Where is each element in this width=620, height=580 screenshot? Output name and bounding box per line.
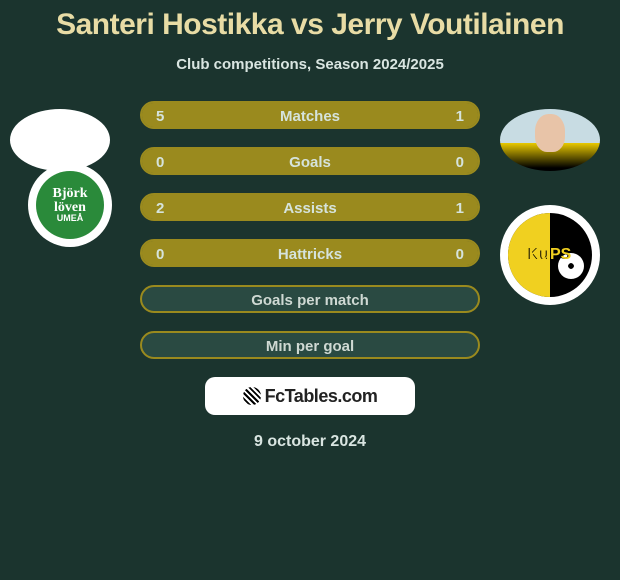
site-name: FcTables.com — [265, 386, 378, 407]
stat-bars: 51Matches 00Goals 21Assists 00Hattricks Goal… — [140, 101, 480, 359]
stat-row: Min per goal — [140, 331, 480, 359]
stat-row: 00Hattricks — [140, 239, 480, 267]
club-badge-right: KuPS — [500, 205, 600, 305]
face-icon — [535, 114, 565, 152]
page-title: Santeri Hostikka vs Jerry Voutilainen — [0, 0, 620, 42]
player-photo-left — [10, 109, 110, 171]
club-right-text: KuPS — [529, 246, 572, 264]
club-left-line2: löven — [54, 201, 86, 214]
stats-area: Björk löven UMEÅ KuPS 51Matches 00Goals 21… — [0, 101, 620, 359]
stat-label: Goals — [142, 149, 478, 173]
stat-label: Matches — [142, 103, 478, 127]
club-badge-right-inner: KuPS — [508, 213, 592, 297]
stat-row: 51Matches — [140, 101, 480, 129]
stat-row: 21Assists — [140, 193, 480, 221]
stat-row: Goals per match — [140, 285, 480, 313]
stat-label: Hattricks — [142, 241, 478, 265]
player-photo-right — [500, 109, 600, 171]
site-badge: FcTables.com — [205, 377, 415, 415]
fctables-logo-icon — [243, 387, 261, 405]
player-photo-right-bg — [500, 109, 600, 171]
stat-label: Min per goal — [142, 333, 478, 357]
club-badge-left: Björk löven UMEÅ — [28, 163, 112, 247]
club-left-line1: Björk — [53, 187, 88, 200]
date: 9 october 2024 — [0, 433, 620, 451]
club-badge-left-inner: Björk löven UMEÅ — [36, 171, 104, 239]
subtitle: Club competitions, Season 2024/2025 — [0, 56, 620, 73]
stat-label: Goals per match — [142, 287, 478, 311]
stat-label: Assists — [142, 195, 478, 219]
comparison-infographic: Santeri Hostikka vs Jerry Voutilainen Cl… — [0, 0, 620, 580]
club-left-line3: UMEÅ — [57, 214, 84, 223]
stat-row: 00Goals — [140, 147, 480, 175]
